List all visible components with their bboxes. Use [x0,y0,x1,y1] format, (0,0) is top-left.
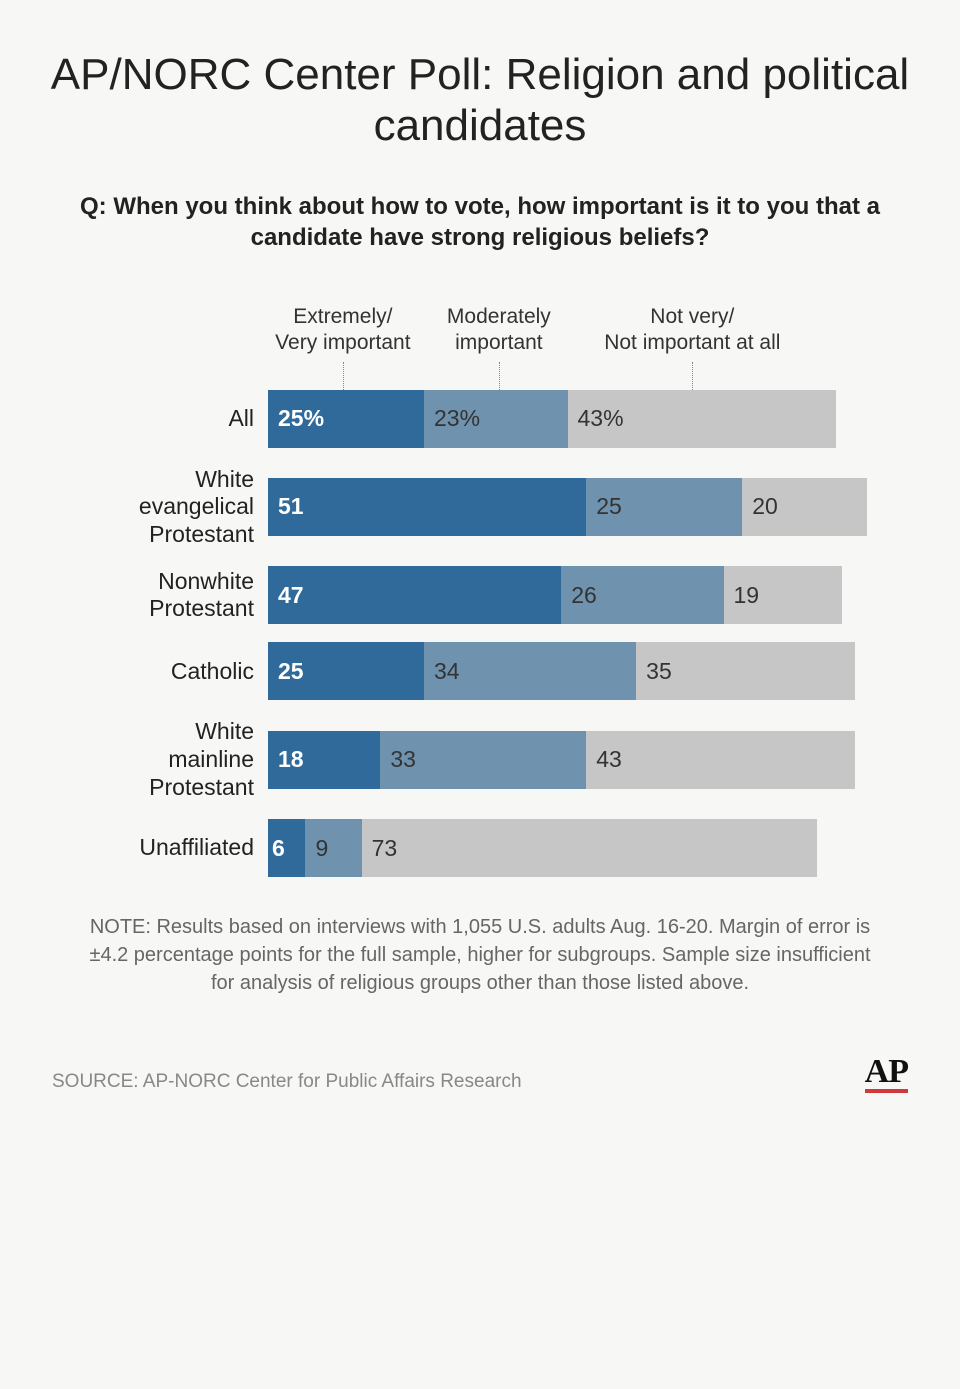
chart-row: Catholic253435 [68,642,892,700]
bar-segment: 43% [568,390,836,448]
bar-track: 6973 [268,819,892,877]
legend-label: Moderately important [447,304,551,357]
bar-segment: 35 [636,642,854,700]
bar-segment: 26 [561,566,723,624]
bar-remainder [836,390,892,448]
poll-question: Q: When you think about how to vote, how… [78,191,882,253]
ap-logo: AP [865,1057,908,1093]
row-label: Nonwhite Protestant [68,568,268,623]
chart-title: AP/NORC Center Poll: Religion and politi… [48,50,912,151]
bar-segment: 34 [424,642,636,700]
row-label: White evangelical Protestant [68,466,268,549]
bar-segment: 6 [268,819,305,877]
bar-segment: 73 [362,819,818,877]
methodology-note: NOTE: Results based on interviews with 1… [78,913,882,997]
row-label: White mainline Protestant [68,718,268,801]
footer: SOURCE: AP-NORC Center for Public Affair… [48,1057,912,1093]
bar-segment: 19 [724,566,843,624]
bar-segment: 20 [742,478,867,536]
bar-track: 183343 [268,731,892,789]
bar-track: 472619 [268,566,892,624]
source-line: SOURCE: AP-NORC Center for Public Affair… [52,1071,522,1093]
bar-segment: 23% [424,390,568,448]
bar-segment: 25% [268,390,424,448]
bar-remainder [867,478,892,536]
legend-label: Not very/ Not important at all [604,304,780,357]
legend-ticks [268,362,892,390]
chart-rows: All25%23%43%White evangelical Protestant… [68,390,892,878]
legend-row: Extremely/ Very important Moderately impo… [268,304,892,358]
chart-row: Nonwhite Protestant472619 [68,566,892,624]
bar-remainder [817,819,892,877]
legend-tick [499,362,500,390]
row-label: All [68,405,268,433]
bar-segment: 43 [586,731,854,789]
bar-segment: 9 [305,819,361,877]
bar-segment: 25 [268,642,424,700]
chart-row: Unaffiliated6973 [68,819,892,877]
bar-remainder [855,731,892,789]
stacked-bar-chart: Extremely/ Very important Moderately impo… [68,304,892,878]
bar-remainder [842,566,892,624]
row-label: Catholic [68,658,268,686]
chart-row: White mainline Protestant183343 [68,718,892,801]
legend-tick [343,362,344,390]
legend-label: Extremely/ Very important [275,304,410,357]
bar-segment: 51 [268,478,586,536]
bar-remainder [855,642,892,700]
bar-segment: 18 [268,731,380,789]
bar-segment: 33 [380,731,586,789]
row-label: Unaffiliated [68,834,268,862]
bar-track: 512520 [268,478,892,536]
bar-segment: 47 [268,566,561,624]
chart-row: All25%23%43% [68,390,892,448]
bar-track: 25%23%43% [268,390,892,448]
bar-segment: 25 [586,478,742,536]
legend-tick [692,362,693,390]
chart-row: White evangelical Protestant512520 [68,466,892,549]
infographic-container: AP/NORC Center Poll: Religion and politi… [0,0,960,1133]
bar-track: 253435 [268,642,892,700]
